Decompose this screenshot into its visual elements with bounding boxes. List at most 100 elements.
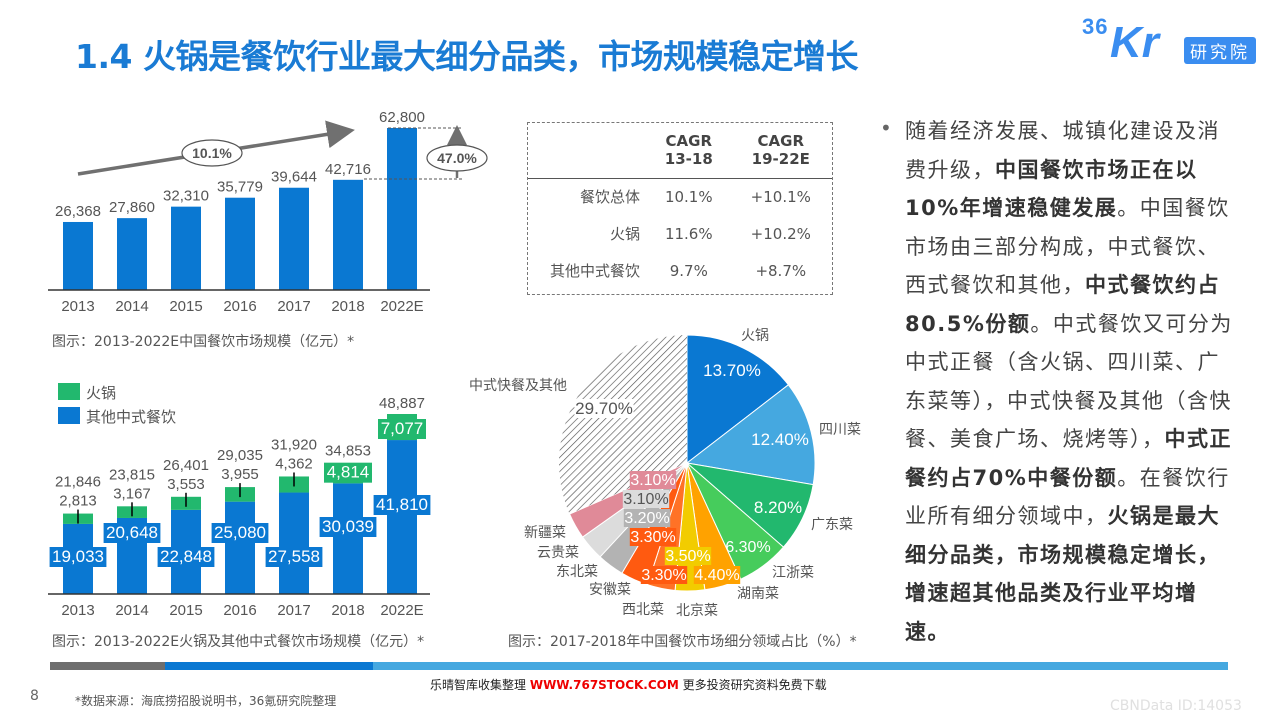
body-text: 。中式餐饮又可分为中式正餐（含火锅、四川菜、广东菜等），中式快餐及其他（含快餐、… [905, 311, 1233, 452]
cagr-bubble [181, 139, 243, 167]
other-value-label: 30,039 [322, 517, 374, 536]
pie-caption: 图示：2017-2018年中国餐饮市场细分领域占比（%）* [508, 634, 857, 650]
footer-promo: 乐晴智库收集整理 WWW.767STOCK.COM 更多投资研究资料免费下载 [430, 678, 827, 692]
footer-url[interactable]: WWW.767STOCK.COM [529, 678, 679, 692]
bar-2014 [117, 218, 147, 290]
cagr-label: 10.1% [192, 145, 232, 161]
table-row: 其他中式餐饮 9.7% +8.7% [549, 261, 807, 281]
slice-value-label: 3.10% [623, 491, 668, 508]
hotpot-stacked-bar-chart: 火锅 其他中式餐饮 19,033 2,813 21,846 2013 20,648 3,1… [48, 383, 431, 619]
slice-name-label: 北京菜 [676, 602, 718, 618]
pie-slice-中式快餐及其他 [559, 335, 687, 515]
hotpot-value-label: 4,362 [275, 455, 313, 472]
bar-value-label: 35,779 [217, 179, 263, 196]
table-header: CAGR 13-18 CAGR 19-22E [528, 123, 832, 179]
market-size-bar-chart: 26,368 2013 27,860 2014 32,310 2015 35,779 2016… [48, 109, 488, 315]
bar-value-label: 62,800 [379, 109, 425, 126]
36kr-logo: 36 Kr 研究院 [1082, 14, 1262, 67]
highlight-text: 中式正餐约占70%中餐份额 [905, 427, 1232, 490]
x-tick-label: 2017 [277, 602, 310, 619]
x-tick-label: 2013 [61, 298, 94, 315]
hotpot-value-label: 7,077 [381, 419, 424, 438]
hotpot-value-label: 2,813 [59, 493, 97, 510]
logo-num: 36 [1082, 14, 1109, 39]
bar-2016 [225, 197, 255, 290]
growth-bubble [426, 144, 488, 172]
logo-kr: Kr [1110, 18, 1159, 67]
highlight-text: 中式餐饮约占80.5%份额 [905, 273, 1220, 336]
page-number: 8 [30, 688, 39, 704]
x-tick-label: 2015 [169, 602, 202, 619]
bar-value-label: 26,368 [55, 203, 101, 220]
bar-2018 [333, 179, 363, 290]
slice-name-label: 云贵菜 [537, 544, 579, 560]
bar-value-label: 27,860 [109, 199, 155, 216]
highlight-text: 。 [927, 619, 950, 644]
x-tick-label: 2018 [331, 298, 364, 315]
pie-slice-四川菜 [685, 384, 816, 486]
legend-swatch-hotpot [58, 383, 80, 400]
slice-value-label: 29.70% [575, 399, 633, 418]
bar-other-2022E [387, 440, 417, 594]
slice-value-label: 8.20% [754, 498, 802, 517]
cagr-table: CAGR 13-18 CAGR 19-22E 餐饮总体 10.1% +10.1% 火锅 1… [527, 122, 833, 295]
slice-name-label: 湖南菜 [737, 585, 779, 601]
slice-value-label: 3.20% [624, 510, 669, 527]
slice-name-label: 东北菜 [556, 563, 598, 579]
body-text: 随着经济发展、城镇化建设及消费升级， [905, 119, 1220, 182]
slice-value-label: 6.30% [725, 539, 770, 556]
total-label: 26,401 [163, 457, 209, 474]
bar-other-2016 [225, 501, 255, 594]
slice-name-label: 广东菜 [811, 516, 853, 532]
total-label: 31,920 [271, 436, 317, 453]
x-tick-label: 2022E [380, 298, 423, 315]
slice-name-label: 西北菜 [622, 601, 664, 617]
bar-other-2018 [333, 483, 363, 594]
other-value-label: 41,810 [376, 495, 428, 514]
legend-hotpot: 火锅 [86, 385, 116, 402]
table-row: 火锅 11.6% +10.2% [609, 224, 811, 244]
hotpot-value-label: 3,553 [167, 476, 205, 493]
total-label: 29,035 [217, 447, 263, 464]
x-tick-label: 2014 [115, 298, 148, 315]
pie-slice-火锅 [686, 334, 790, 465]
slice-name-label: 四川菜 [819, 421, 861, 437]
other-value-label: 19,033 [52, 547, 104, 566]
slice-value-label: 3.10% [630, 472, 675, 489]
growth-label: 47.0% [437, 150, 477, 166]
total-label: 21,846 [55, 474, 101, 491]
total-label: 48,887 [379, 395, 425, 412]
bar-other-2017 [279, 492, 309, 594]
bullet-icon: • [880, 116, 892, 140]
body-text: 。在餐饮行业所有细分领域中， [905, 465, 1230, 529]
highlight-text: 中国餐饮市场正在以10%年增速稳健发展 [905, 157, 1198, 221]
slice-value-label: 3.30% [630, 529, 675, 546]
slice-name-label: 火锅 [741, 327, 769, 343]
bar-value-label: 42,716 [325, 161, 371, 178]
watermark: CBNData ID:14053 [1110, 698, 1242, 714]
legend-swatch-other [58, 407, 80, 424]
slice-value-label: 4.40% [694, 567, 739, 584]
chart1-caption: 图示：2013-2022E中国餐饮市场规模（亿元）* [52, 334, 355, 350]
slice-name-label: 江浙菜 [772, 564, 814, 580]
x-tick-label: 2018 [331, 602, 364, 619]
x-tick-label: 2013 [61, 602, 94, 619]
x-tick-label: 2014 [115, 602, 148, 619]
other-value-label: 25,080 [214, 523, 266, 542]
legend-other: 其他中式餐饮 [86, 409, 176, 426]
segment-pie-chart: 13.70% 火锅 12.40% 四川菜 8.20% 广东菜 6.30%江浙菜 4.40%湖南… [469, 327, 861, 618]
hotpot-value-label: 3,167 [113, 485, 151, 502]
chart2-caption: 图示：2013-2022E火锅及其他中式餐饮市场规模（亿元）* [52, 634, 425, 650]
body-text: 。中国餐饮市场由三部分构成，中式餐饮、西式餐饮和其他， [905, 196, 1230, 297]
col-header: CAGR 13-18 [648, 123, 730, 179]
slice-value-label: 3.30% [641, 567, 686, 584]
data-source: *数据来源：海底捞招股说明书，36氪研究院整理 [75, 694, 337, 708]
page-title: 1.4 火锅是餐饮行业最大细分品类，市场规模稳定增长 [75, 37, 858, 76]
other-value-label: 20,648 [106, 523, 158, 542]
summary-text: 随着经济发展、城镇化建设及消费升级，中国餐饮市场正在以10%年增速稳健发展。中国… [905, 112, 1235, 651]
page-progress-bar [50, 662, 1228, 670]
col-header: CAGR 19-22E [729, 123, 832, 179]
hotpot-value-label: 3,955 [221, 466, 259, 483]
x-tick-label: 2022E [380, 602, 423, 619]
x-tick-label: 2015 [169, 298, 202, 315]
